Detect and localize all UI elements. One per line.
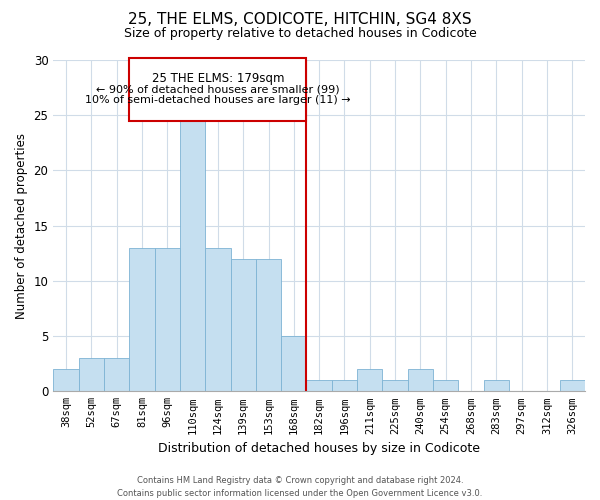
Bar bbox=[230, 259, 256, 392]
Text: 25 THE ELMS: 179sqm: 25 THE ELMS: 179sqm bbox=[152, 72, 284, 85]
Bar bbox=[357, 369, 382, 392]
Y-axis label: Number of detached properties: Number of detached properties bbox=[15, 132, 28, 318]
Bar bbox=[281, 336, 307, 392]
Bar bbox=[332, 380, 357, 392]
Bar bbox=[560, 380, 585, 392]
Bar bbox=[408, 369, 433, 392]
Bar bbox=[104, 358, 129, 392]
Bar bbox=[53, 369, 79, 392]
Bar bbox=[256, 259, 281, 392]
Bar bbox=[129, 248, 155, 392]
Bar bbox=[484, 380, 509, 392]
Bar bbox=[433, 380, 458, 392]
X-axis label: Distribution of detached houses by size in Codicote: Distribution of detached houses by size … bbox=[158, 442, 480, 455]
Bar bbox=[205, 248, 230, 392]
Text: Contains HM Land Registry data © Crown copyright and database right 2024.
Contai: Contains HM Land Registry data © Crown c… bbox=[118, 476, 482, 498]
Text: 10% of semi-detached houses are larger (11) →: 10% of semi-detached houses are larger (… bbox=[85, 96, 350, 106]
Bar bbox=[307, 380, 332, 392]
Text: 25, THE ELMS, CODICOTE, HITCHIN, SG4 8XS: 25, THE ELMS, CODICOTE, HITCHIN, SG4 8XS bbox=[128, 12, 472, 28]
Text: ← 90% of detached houses are smaller (99): ← 90% of detached houses are smaller (99… bbox=[96, 84, 340, 94]
Bar bbox=[382, 380, 408, 392]
Bar bbox=[79, 358, 104, 392]
Bar bbox=[180, 115, 205, 392]
Text: Size of property relative to detached houses in Codicote: Size of property relative to detached ho… bbox=[124, 28, 476, 40]
Bar bbox=[129, 58, 307, 120]
Bar bbox=[155, 248, 180, 392]
